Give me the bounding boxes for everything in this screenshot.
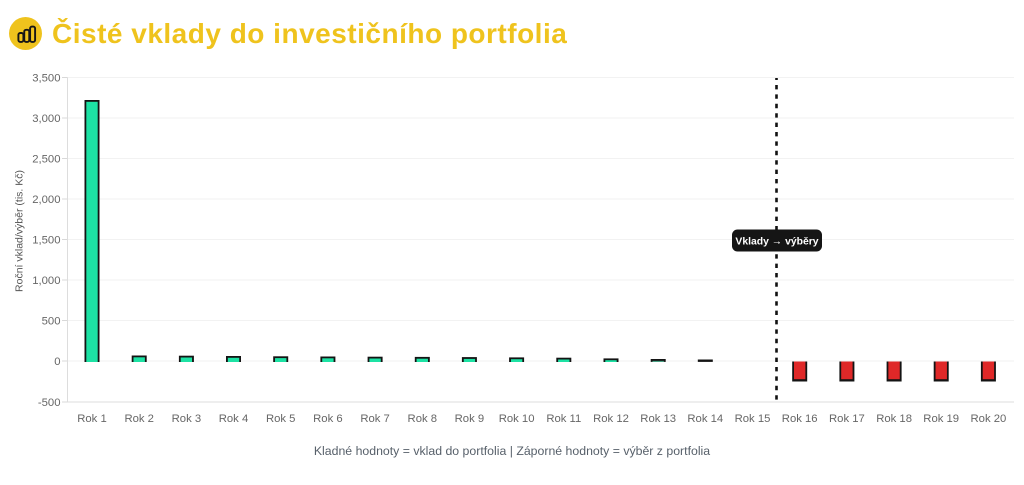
svg-text:0: 0 [54,356,60,368]
svg-text:Rok 14: Rok 14 [687,413,723,425]
svg-text:Roční vklad/výběr (tis. Kč): Roční vklad/výběr (tis. Kč) [14,170,26,292]
svg-text:Vklady → výběry: Vklady → výběry [735,236,818,247]
svg-text:Rok 19: Rok 19 [923,413,959,425]
svg-text:Rok 10: Rok 10 [499,413,535,425]
svg-text:2,000: 2,000 [32,194,60,206]
svg-text:Rok 4: Rok 4 [219,413,249,425]
svg-text:500: 500 [42,316,61,328]
svg-text:1,500: 1,500 [32,235,60,247]
svg-text:Rok 7: Rok 7 [360,413,390,425]
svg-text:Rok 11: Rok 11 [546,413,581,425]
svg-text:Rok 5: Rok 5 [266,413,296,425]
svg-text:Rok 1: Rok 1 [77,413,107,425]
svg-text:Rok 13: Rok 13 [640,413,676,425]
svg-text:Rok 9: Rok 9 [455,413,485,425]
svg-text:3,000: 3,000 [32,113,60,125]
svg-text:Rok 15: Rok 15 [735,413,771,425]
svg-text:1,000: 1,000 [32,275,60,287]
svg-text:3,500: 3,500 [32,73,60,85]
svg-text:Kladné hodnoty = vklad do port: Kladné hodnoty = vklad do portfolia | Zá… [314,444,710,458]
svg-text:Rok 18: Rok 18 [876,413,912,425]
svg-text:Rok 2: Rok 2 [124,413,154,425]
svg-text:Rok 8: Rok 8 [408,413,438,425]
svg-text:Rok 6: Rok 6 [313,413,343,425]
svg-text:2,500: 2,500 [32,154,60,166]
svg-text:Rok 3: Rok 3 [172,413,202,425]
svg-text:Rok 16: Rok 16 [782,413,818,425]
svg-text:Rok 20: Rok 20 [971,413,1007,425]
svg-text:Rok 12: Rok 12 [593,413,629,425]
svg-text:Rok 17: Rok 17 [829,413,865,425]
svg-text:-500: -500 [38,397,61,409]
svg-text:Čisté vklady do investičního p: Čisté vklady do investičního portfolia [52,17,567,49]
